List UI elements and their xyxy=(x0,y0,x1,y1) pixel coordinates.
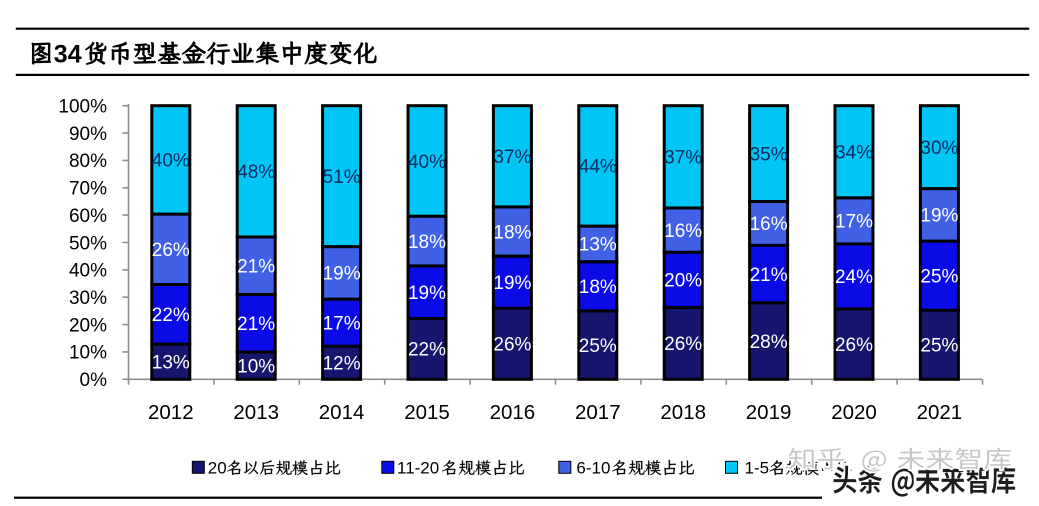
svg-text:30%: 30% xyxy=(920,138,958,159)
svg-text:2020: 2020 xyxy=(831,401,877,424)
svg-text:26%: 26% xyxy=(835,335,873,356)
svg-text:26%: 26% xyxy=(664,334,702,355)
svg-text:12%: 12% xyxy=(323,354,361,375)
svg-text:16%: 16% xyxy=(664,221,702,242)
svg-text:28%: 28% xyxy=(750,332,788,353)
svg-text:18%: 18% xyxy=(579,277,617,298)
svg-text:70%: 70% xyxy=(69,179,107,200)
svg-text:25%: 25% xyxy=(579,336,617,357)
svg-text:80%: 80% xyxy=(69,151,107,172)
svg-text:26%: 26% xyxy=(152,240,190,261)
svg-text:34: 34 xyxy=(54,41,82,69)
svg-text:35%: 35% xyxy=(750,144,788,165)
svg-text:16%: 16% xyxy=(750,214,788,235)
svg-text:22%: 22% xyxy=(152,305,190,326)
svg-text:13%: 13% xyxy=(152,353,190,374)
svg-text:34%: 34% xyxy=(835,143,873,164)
svg-text:51%: 51% xyxy=(323,167,361,188)
svg-text:20%: 20% xyxy=(69,315,107,336)
svg-text:19%: 19% xyxy=(408,283,446,304)
svg-text:2021: 2021 xyxy=(917,401,963,424)
svg-text:2018: 2018 xyxy=(660,401,706,424)
svg-text:37%: 37% xyxy=(664,148,702,169)
svg-text:2013: 2013 xyxy=(233,401,279,424)
svg-text:44%: 44% xyxy=(579,157,617,178)
svg-text:21%: 21% xyxy=(237,257,275,278)
svg-text:48%: 48% xyxy=(237,162,275,183)
svg-text:25%: 25% xyxy=(920,336,958,357)
svg-text:19%: 19% xyxy=(493,273,531,294)
svg-text:40%: 40% xyxy=(408,152,446,173)
svg-text:10%: 10% xyxy=(69,343,107,364)
svg-text:25%: 25% xyxy=(920,267,958,288)
svg-text:21%: 21% xyxy=(750,265,788,286)
svg-text:20%: 20% xyxy=(664,271,702,292)
svg-text:0%: 0% xyxy=(80,370,108,391)
svg-text:21%: 21% xyxy=(237,314,275,335)
svg-text:2012: 2012 xyxy=(148,401,194,424)
svg-text:50%: 50% xyxy=(69,233,107,254)
svg-text:11-20: 11-20 xyxy=(397,459,439,478)
svg-text:2017: 2017 xyxy=(575,401,621,424)
svg-text:17%: 17% xyxy=(323,313,361,334)
svg-text:2014: 2014 xyxy=(319,401,365,424)
svg-text:40%: 40% xyxy=(69,261,107,282)
svg-text:18%: 18% xyxy=(493,222,531,243)
svg-text:40%: 40% xyxy=(152,151,190,172)
svg-text:20: 20 xyxy=(208,459,227,478)
svg-text:90%: 90% xyxy=(69,124,107,145)
svg-text:100%: 100% xyxy=(58,97,107,118)
svg-text:19%: 19% xyxy=(323,264,361,285)
svg-text:6-10: 6-10 xyxy=(576,459,610,478)
svg-text:1-5: 1-5 xyxy=(745,459,770,478)
svg-text:2015: 2015 xyxy=(404,401,450,424)
svg-text:37%: 37% xyxy=(493,147,531,168)
svg-text:22%: 22% xyxy=(408,340,446,361)
svg-text:19%: 19% xyxy=(920,206,958,227)
svg-text:13%: 13% xyxy=(579,235,617,256)
svg-text:24%: 24% xyxy=(835,267,873,288)
svg-text:2016: 2016 xyxy=(490,401,536,424)
svg-text:26%: 26% xyxy=(493,335,531,356)
svg-text:2019: 2019 xyxy=(746,401,792,424)
svg-text:30%: 30% xyxy=(69,288,107,309)
svg-text:10%: 10% xyxy=(237,356,275,377)
svg-text:17%: 17% xyxy=(835,212,873,233)
svg-text:60%: 60% xyxy=(69,206,107,227)
svg-text:18%: 18% xyxy=(408,232,446,253)
